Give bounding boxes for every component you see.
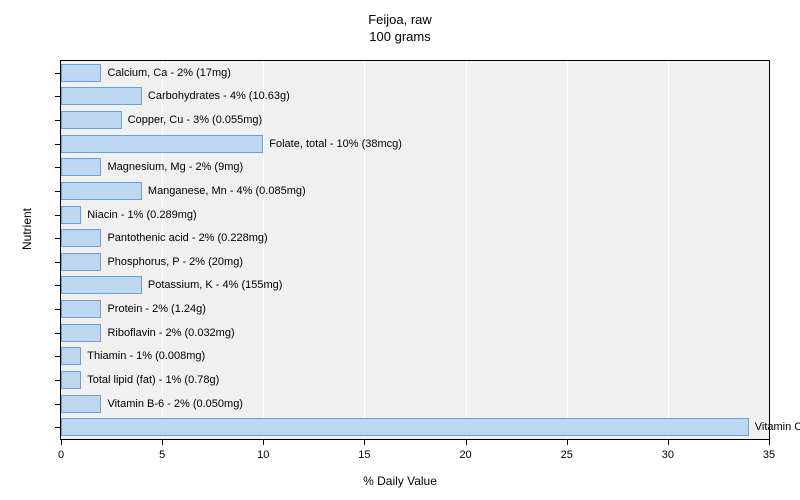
x-tick-label: 15 (358, 449, 370, 461)
x-tick-label: 20 (459, 449, 471, 461)
x-tick (466, 439, 467, 445)
nutrient-bar-label: Copper, Cu - 3% (0.055mg) (128, 111, 263, 129)
nutrient-bar (61, 135, 263, 153)
x-tick-label: 0 (58, 449, 64, 461)
title-line1: Feijoa, raw (368, 12, 432, 27)
nutrient-bar-label: Niacin - 1% (0.289mg) (87, 206, 196, 224)
nutrient-bar-label: Total lipid (fat) - 1% (0.78g) (87, 371, 219, 389)
nutrient-bar-label: Potassium, K - 4% (155mg) (148, 276, 283, 294)
x-tick (162, 439, 163, 445)
chart-title: Feijoa, raw 100 grams (0, 0, 800, 46)
nutrient-bar-label: Calcium, Ca - 2% (17mg) (107, 64, 230, 82)
nutrient-bar (61, 371, 81, 389)
gridline (567, 61, 568, 439)
x-axis-label: % Daily Value (363, 474, 437, 488)
nutrient-bar (61, 395, 101, 413)
nutrient-bar (61, 87, 142, 105)
nutrient-bar-label: Riboflavin - 2% (0.032mg) (107, 324, 234, 342)
gridline (668, 61, 669, 439)
nutrient-bar-label: Phosphorus, P - 2% (20mg) (107, 253, 243, 271)
y-axis-label: Nutrient (20, 208, 34, 250)
nutrient-bar (61, 418, 749, 436)
gridline (364, 61, 365, 439)
x-tick-label: 5 (159, 449, 165, 461)
nutrient-chart: Feijoa, raw 100 grams Nutrient 051015202… (0, 0, 800, 500)
nutrient-bar (61, 276, 142, 294)
nutrient-bar (61, 324, 101, 342)
nutrient-bar (61, 182, 142, 200)
plot-area: 05101520253035Calcium, Ca - 2% (17mg)Car… (60, 60, 770, 440)
nutrient-bar-label: Vitamin B-6 - 2% (0.050mg) (107, 395, 243, 413)
nutrient-bar-label: Magnesium, Mg - 2% (9mg) (107, 158, 243, 176)
x-tick-label: 30 (662, 449, 674, 461)
nutrient-bar (61, 253, 101, 271)
nutrient-bar (61, 158, 101, 176)
x-tick (61, 439, 62, 445)
nutrient-bar-label: Pantothenic acid - 2% (0.228mg) (107, 229, 267, 247)
nutrient-bar-label: Vitamin C, total ascorbic acid - 34% (20… (755, 418, 800, 436)
title-line2: 100 grams (369, 29, 430, 44)
x-tick (668, 439, 669, 445)
x-tick (364, 439, 365, 445)
x-tick (263, 439, 264, 445)
x-tick-label: 10 (257, 449, 269, 461)
nutrient-bar-label: Protein - 2% (1.24g) (107, 300, 205, 318)
nutrient-bar (61, 347, 81, 365)
nutrient-bar-label: Folate, total - 10% (38mcg) (269, 135, 402, 153)
x-tick (769, 439, 770, 445)
nutrient-bar-label: Manganese, Mn - 4% (0.085mg) (148, 182, 306, 200)
x-tick-label: 25 (561, 449, 573, 461)
nutrient-bar (61, 300, 101, 318)
x-tick (567, 439, 568, 445)
nutrient-bar (61, 111, 122, 129)
nutrient-bar (61, 206, 81, 224)
nutrient-bar (61, 64, 101, 82)
nutrient-bar (61, 229, 101, 247)
gridline (466, 61, 467, 439)
nutrient-bar-label: Carbohydrates - 4% (10.63g) (148, 87, 290, 105)
gridline (263, 61, 264, 439)
x-tick-label: 35 (763, 449, 775, 461)
nutrient-bar-label: Thiamin - 1% (0.008mg) (87, 347, 205, 365)
